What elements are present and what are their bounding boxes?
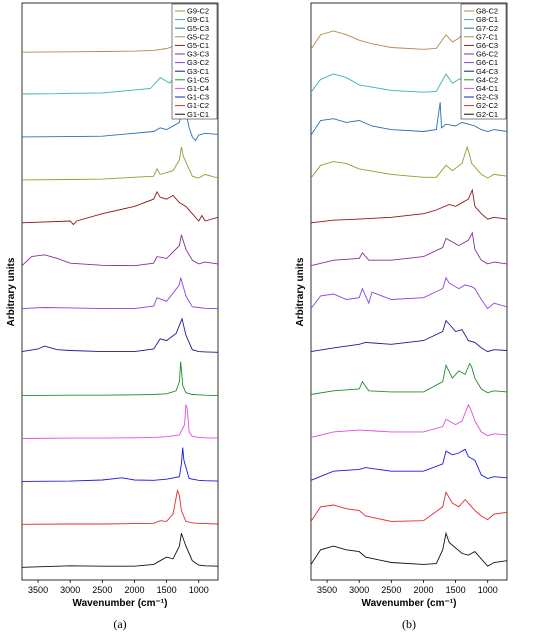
series-line-g4-c2	[310, 362, 508, 395]
y-axis-title: Arbitrary units	[6, 257, 17, 326]
series-line-g7-c2	[310, 102, 508, 136]
legend-label: G7-C1	[476, 32, 498, 41]
x-tick-label: 1500	[157, 585, 177, 595]
series-line-g6-c1	[310, 276, 508, 310]
x-tick-label: 1000	[189, 585, 209, 595]
legend-label: G2-C1	[476, 110, 498, 119]
x-tick-label: 2500	[92, 585, 112, 595]
legend-label: G6-C1	[476, 58, 498, 67]
series-line-g7-c1	[310, 145, 508, 179]
legend-label: G1-C2	[187, 101, 209, 110]
legend-box	[171, 3, 218, 120]
plot-frame	[310, 2, 508, 581]
series-line-g1-c4	[21, 404, 219, 439]
legend-label: G3-C3	[187, 50, 209, 59]
legend-label: G8-C1	[476, 15, 498, 24]
x-tick-label: 2000	[124, 585, 144, 595]
legend-label: G1-C1	[187, 110, 209, 119]
y-axis-title: Arbitrary units	[295, 257, 306, 326]
series-line-g1-c3	[21, 447, 219, 482]
legend-label: G3-C1	[187, 67, 209, 76]
legend-label: G1-C3	[187, 93, 209, 102]
panel-label: (b)	[402, 617, 416, 631]
legend-label: G1-C5	[187, 75, 209, 84]
x-tick-label: 1500	[446, 585, 466, 595]
series-line-g3-c1	[21, 317, 219, 353]
plot-frame	[21, 2, 219, 581]
x-tick-label: 2500	[381, 585, 401, 595]
x-tick-label: 3000	[349, 585, 369, 595]
series-line-g1-c1	[21, 533, 219, 568]
x-axis-title: Wavenumber (cm⁻¹)	[362, 598, 457, 609]
legend-label: G9-C1	[187, 15, 209, 24]
x-ticks: 3500 3000 2500 2000 1500 1000	[317, 580, 498, 595]
panel-label: (a)	[113, 617, 126, 631]
series-line-g4-c3	[310, 319, 508, 353]
legend-label: G3-C2	[187, 58, 209, 67]
series-line-g1-c2	[21, 488, 219, 525]
series-line-g3-c3	[21, 234, 219, 267]
x-tick-label: 2000	[413, 585, 433, 595]
series-line-g3-c2	[21, 277, 219, 310]
legend-label: G4-C2	[476, 75, 498, 84]
legend-label: G6-C2	[476, 50, 498, 59]
series-line-g5-c1	[21, 190, 219, 226]
legend-label: G5-C1	[187, 41, 209, 50]
x-tick-label: 3500	[317, 585, 337, 595]
legend-label: G8-C2	[476, 7, 498, 16]
legend-label: G5-C2	[187, 32, 209, 41]
x-tick-label: 3500	[28, 585, 48, 595]
x-ticks: 3500 3000 2500 2000 1500 1000	[28, 580, 209, 595]
series-layer	[21, 18, 219, 568]
panel-b: 3500 3000 2500 2000 1500 1000 G8-C2G8-C1G7-C2…	[295, 2, 508, 631]
legend-label: G2-C3	[476, 93, 498, 102]
legend-label: G4-C1	[476, 84, 498, 93]
legend-label: G4-C3	[476, 67, 498, 76]
panel-a: 3500 3000 2500 2000 1500 1000 G9-C2G9-C1G5-C3…	[6, 2, 219, 631]
x-tick-label: 3000	[60, 585, 80, 595]
legend-label: G6-C3	[476, 41, 498, 50]
series-line-g2-c2	[310, 490, 508, 522]
legend: G8-C2G8-C1G7-C2G7-C1G6-C3G6-C2G6-C1G4-C3…	[460, 3, 507, 120]
legend-box	[460, 3, 507, 120]
x-tick-label: 1000	[478, 585, 498, 595]
legend-label: G1-C4	[187, 84, 209, 93]
series-line-g1-c5	[21, 361, 219, 397]
series-line-g5-c2	[21, 146, 219, 181]
series-line-g2-c3	[310, 448, 508, 481]
legend: G9-C2G9-C1G5-C3G5-C2G5-C1G3-C3G3-C2G3-C1…	[171, 3, 218, 120]
series-line-g4-c1	[310, 403, 508, 438]
legend-label: G5-C3	[187, 24, 209, 33]
legend-label: G2-C2	[476, 101, 498, 110]
x-axis-title: Wavenumber (cm⁻¹)	[73, 598, 168, 609]
series-line-g6-c2	[310, 231, 508, 267]
series-line-g2-c1	[310, 531, 508, 567]
legend-label: G9-C2	[187, 7, 209, 16]
legend-label: G7-C2	[476, 24, 498, 33]
series-line-g6-c3	[310, 188, 508, 224]
